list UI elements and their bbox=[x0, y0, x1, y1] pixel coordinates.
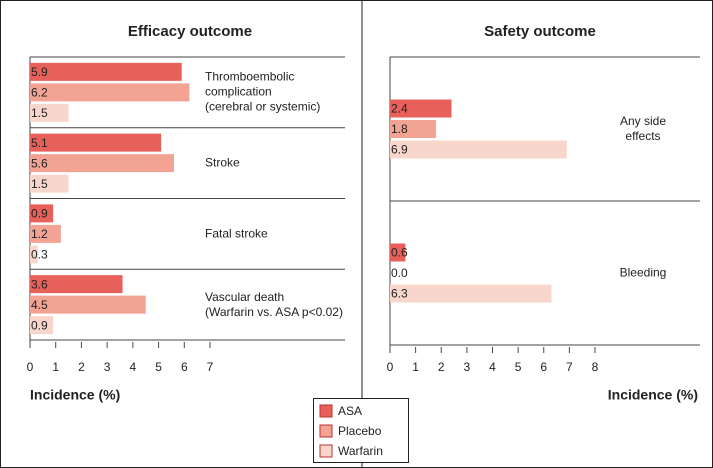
category-label: Fatal stroke bbox=[205, 226, 268, 241]
value-label: 6.3 bbox=[391, 287, 408, 301]
x-tick-label: 3 bbox=[104, 360, 111, 374]
x-tick-label: 4 bbox=[130, 360, 137, 374]
value-label: 3.6 bbox=[31, 277, 48, 291]
x-tick-label: 4 bbox=[489, 360, 496, 374]
bar bbox=[30, 133, 162, 152]
value-label: 1.2 bbox=[31, 227, 48, 241]
x-tick-label: 2 bbox=[78, 360, 85, 374]
x-axis-label: Incidence (%) bbox=[608, 387, 698, 403]
bar bbox=[30, 103, 69, 122]
bar bbox=[30, 174, 69, 193]
bar bbox=[30, 245, 38, 264]
category-label: Any side effects bbox=[619, 114, 667, 143]
bar bbox=[30, 204, 54, 223]
value-label: 0.9 bbox=[31, 207, 48, 221]
legend-swatch bbox=[319, 424, 333, 438]
value-label: 4.5 bbox=[31, 298, 48, 312]
value-label: 2.4 bbox=[391, 102, 408, 116]
chart-title: Efficacy outcome bbox=[128, 23, 252, 40]
x-tick-label: 7 bbox=[207, 360, 214, 374]
bar bbox=[30, 83, 190, 102]
value-label: 0.6 bbox=[391, 246, 408, 260]
x-tick-label: 1 bbox=[412, 360, 419, 374]
bar bbox=[30, 295, 146, 314]
x-tick-label: 5 bbox=[515, 360, 522, 374]
x-tick-label: 1 bbox=[52, 360, 59, 374]
bar bbox=[390, 284, 552, 303]
category-label: Vascular death (Warfarin vs. ASA p<0.02) bbox=[205, 289, 343, 319]
legend-label: Placebo bbox=[338, 424, 382, 438]
bar bbox=[390, 243, 406, 262]
x-tick-label: 6 bbox=[181, 360, 188, 374]
category-label: Bleeding bbox=[619, 265, 667, 280]
x-tick-label: 5 bbox=[155, 360, 162, 374]
x-tick-label: 6 bbox=[540, 360, 547, 374]
bar bbox=[390, 120, 437, 138]
chart-title: Safety outcome bbox=[484, 23, 596, 40]
x-tick-label: 0 bbox=[387, 360, 394, 374]
value-label: 6.9 bbox=[391, 143, 408, 157]
legend-swatch bbox=[319, 404, 333, 418]
x-tick-label: 3 bbox=[464, 360, 471, 374]
value-label: 5.6 bbox=[31, 156, 48, 170]
bar bbox=[30, 316, 54, 335]
bar bbox=[30, 275, 123, 294]
bar bbox=[30, 154, 174, 173]
category-label: Stroke bbox=[205, 155, 240, 170]
legend-label: ASA bbox=[338, 404, 362, 418]
legend-label: Warfarin bbox=[338, 444, 383, 458]
legend-swatch bbox=[319, 444, 333, 458]
value-label: 1.8 bbox=[391, 122, 408, 136]
value-label: 5.9 bbox=[31, 65, 48, 79]
value-label: 5.1 bbox=[31, 136, 48, 150]
x-tick-label: 2 bbox=[438, 360, 445, 374]
category-label: Thromboembolic complication (cerebral or… bbox=[205, 69, 321, 114]
value-label: 0.3 bbox=[31, 248, 48, 262]
value-label: 0.0 bbox=[391, 266, 408, 280]
bar bbox=[390, 140, 567, 159]
bar bbox=[30, 62, 182, 81]
x-tick-label: 8 bbox=[592, 360, 599, 374]
value-label: 1.5 bbox=[31, 177, 48, 191]
bar bbox=[390, 99, 452, 118]
value-label: 0.9 bbox=[31, 318, 48, 332]
value-label: 1.5 bbox=[31, 106, 48, 120]
x-tick-label: 0 bbox=[27, 360, 34, 374]
x-axis-label: Incidence (%) bbox=[30, 387, 120, 403]
bar bbox=[30, 224, 61, 243]
value-label: 6.2 bbox=[31, 86, 48, 100]
x-tick-label: 7 bbox=[566, 360, 573, 374]
